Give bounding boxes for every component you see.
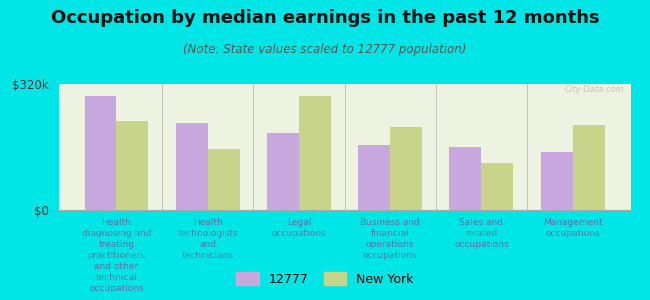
Text: City-Data.com: City-Data.com xyxy=(565,85,625,94)
Bar xyxy=(267,133,299,210)
Bar xyxy=(449,147,482,210)
Bar xyxy=(390,127,422,210)
Text: Occupation by median earnings in the past 12 months: Occupation by median earnings in the pas… xyxy=(51,9,599,27)
Text: (Note: State values scaled to 12777 population): (Note: State values scaled to 12777 popu… xyxy=(183,44,467,56)
Bar xyxy=(573,125,604,210)
Bar xyxy=(299,96,331,210)
Bar xyxy=(358,145,390,210)
Bar xyxy=(207,149,240,210)
Bar xyxy=(541,152,573,210)
Bar xyxy=(84,96,116,210)
Bar xyxy=(482,163,514,210)
Bar xyxy=(176,123,207,210)
Bar xyxy=(116,122,148,210)
Legend: 12777, New York: 12777, New York xyxy=(231,267,419,291)
